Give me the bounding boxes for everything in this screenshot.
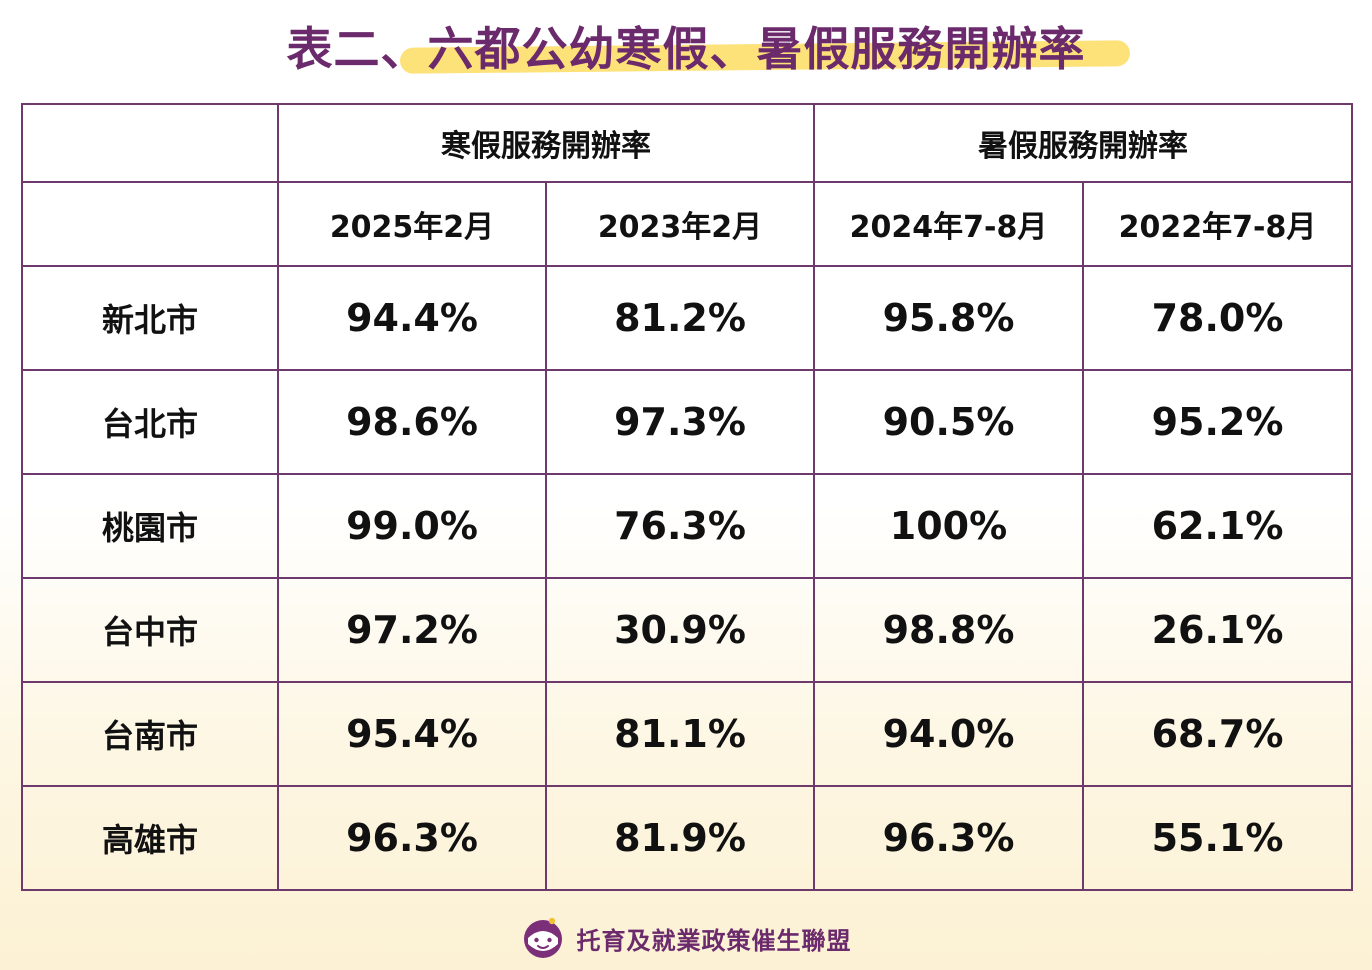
period-header: 2024年7-8月 [813,181,1084,267]
rate-cell: 81.9% [545,785,815,891]
city-name: 桃園市 [21,473,279,579]
city-name: 新北市 [21,265,279,371]
rate-cell: 98.8% [813,577,1084,683]
title-area: 表二、六都公幼寒假、暑假服務開辦率 [0,14,1372,86]
table-row: 台北市 98.6% 97.3% 90.5% 95.2% [21,369,1353,475]
smiling-child-face-icon [521,916,565,960]
period-header: 2025年2月 [277,181,547,267]
city-name: 台南市 [21,681,279,787]
period-header: 2023年2月 [545,181,815,267]
page-title: 表二、六都公幼寒假、暑假服務開辦率 [286,22,1086,76]
corner-cell [21,103,279,183]
summer-rate-header: 暑假服務開辦率 [813,103,1353,183]
table-row: 台中市 97.2% 30.9% 98.8% 26.1% [21,577,1353,683]
rate-cell: 96.3% [813,785,1084,891]
rate-cell: 95.4% [277,681,547,787]
period-header-row: 2025年2月 2023年2月 2024年7-8月 2022年7-8月 [21,181,1353,267]
rate-cell: 99.0% [277,473,547,579]
group-header-row: 寒假服務開辦率 暑假服務開辦率 [21,103,1353,183]
organization-name: 托育及就業政策催生聯盟 [576,926,852,955]
city-name: 台中市 [21,577,279,683]
rate-cell: 94.4% [277,265,547,371]
rate-cell: 30.9% [545,577,815,683]
rate-cell: 98.6% [277,369,547,475]
rate-cell: 76.3% [545,473,815,579]
winter-rate-header: 寒假服務開辦率 [277,103,815,183]
rate-cell: 90.5% [813,369,1084,475]
rate-cell: 97.3% [545,369,815,475]
service-rate-table: 寒假服務開辦率 暑假服務開辦率 2025年2月 2023年2月 2024年7-8… [21,103,1353,891]
corner-cell-2 [21,181,279,267]
city-name: 台北市 [21,369,279,475]
rate-cell: 62.1% [1082,473,1353,579]
rate-cell: 68.7% [1082,681,1353,787]
rate-cell: 81.2% [545,265,815,371]
table-row: 台南市 95.4% 81.1% 94.0% 68.7% [21,681,1353,787]
rate-cell: 95.8% [813,265,1084,371]
rate-cell: 95.2% [1082,369,1353,475]
table-row: 高雄市 96.3% 81.9% 96.3% 55.1% [21,785,1353,891]
rate-cell: 81.1% [545,681,815,787]
rate-cell: 100% [813,473,1084,579]
rate-cell: 96.3% [277,785,547,891]
rate-cell: 55.1% [1082,785,1353,891]
table-row: 桃園市 99.0% 76.3% 100% 62.1% [21,473,1353,579]
rate-cell: 97.2% [277,577,547,683]
period-header: 2022年7-8月 [1082,181,1353,267]
rate-cell: 78.0% [1082,265,1353,371]
table-row: 新北市 94.4% 81.2% 95.8% 78.0% [21,265,1353,371]
rate-cell: 26.1% [1082,577,1353,683]
city-name: 高雄市 [21,785,279,891]
footer: 托育及就業政策催生聯盟 [0,916,1372,960]
rate-cell: 94.0% [813,681,1084,787]
